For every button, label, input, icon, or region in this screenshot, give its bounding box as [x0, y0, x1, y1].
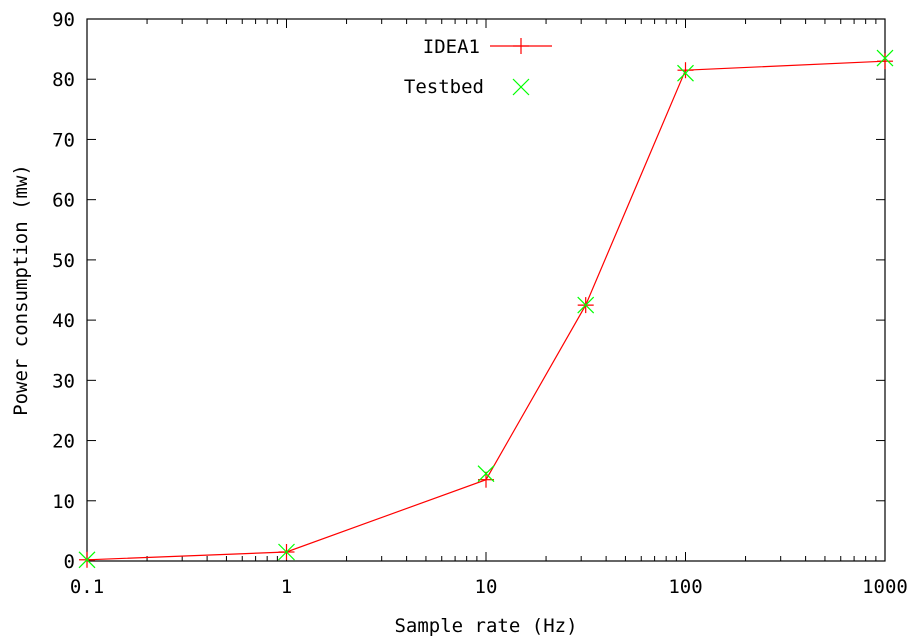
legend: IDEA1 Testbed: [404, 36, 552, 98]
legend-marker-idea1: [513, 38, 529, 54]
y-tick-label: 90: [52, 9, 75, 31]
y-tick-label: 20: [52, 431, 75, 453]
legend-label-testbed: Testbed: [404, 76, 484, 98]
y-tick-label: 80: [52, 69, 75, 91]
data-point-testbed: [876, 49, 894, 67]
legend-marker-testbed: [512, 78, 530, 96]
x-tick-label: 0.1: [70, 576, 104, 598]
tick-labels: 0 10 20 30 40 50 60 70 80 90 0.1 1 10 100 1000: [52, 9, 908, 598]
data-point-testbed: [278, 543, 295, 561]
y-tick-label: 60: [52, 190, 75, 212]
y-axis-label: Power consumption (mw): [10, 164, 32, 416]
data-point-testbed: [78, 551, 96, 569]
x-tick-label: 10: [475, 576, 498, 598]
y-tick-label: 30: [52, 370, 75, 392]
x-axis-label: Sample rate (Hz): [394, 615, 577, 636]
legend-label-idea1: IDEA1: [423, 36, 480, 58]
y-tick-label: 0: [64, 551, 75, 573]
y-tick-label: 10: [52, 491, 75, 513]
x-tick-label: 1000: [862, 576, 908, 598]
data-point-idea1: [677, 62, 694, 79]
series-layer: [78, 49, 894, 569]
data-point-testbed: [477, 465, 495, 483]
y-tick-label: 40: [52, 310, 75, 332]
y-tick-label: 70: [52, 129, 75, 151]
series-line-idea1: [86, 60, 886, 561]
y-tick-label: 50: [52, 250, 75, 272]
data-point-testbed: [677, 64, 694, 82]
data-point-testbed: [577, 296, 595, 314]
axis-ticks: [86, 18, 886, 562]
x-tick-label: 1: [281, 576, 292, 598]
data-point-idea1: [877, 53, 893, 70]
x-tick-label: 100: [668, 576, 702, 598]
